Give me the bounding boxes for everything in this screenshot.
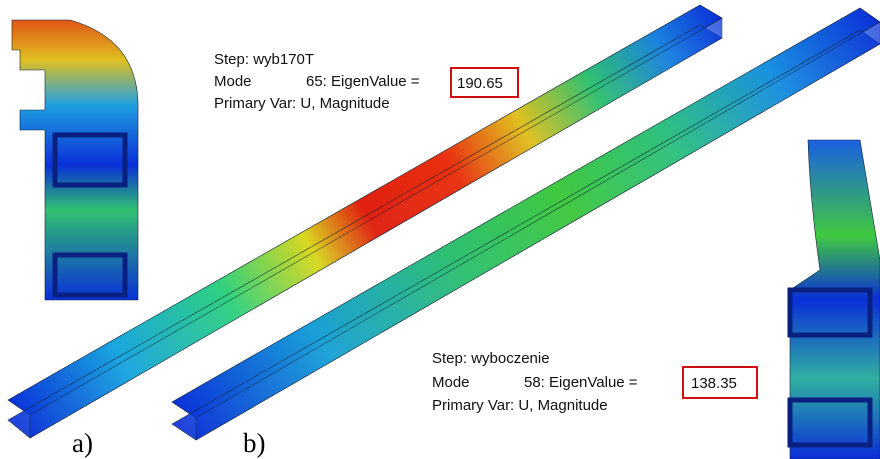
step: Step: wyb170T	[214, 51, 314, 68]
profile-a	[11, 19, 139, 301]
eigen-label: 65: EigenValue =	[306, 73, 420, 90]
info-b: Step: wyboczenie Mode 58: EigenValue = 1…	[432, 350, 758, 414]
primary-var: Primary Var: U, Magnitude	[214, 95, 390, 112]
primary-var: Primary Var: U, Magnitude	[432, 397, 608, 414]
beam-b	[171, 7, 880, 441]
profile-b	[787, 139, 880, 459]
panel-label: b)	[243, 428, 266, 458]
panel-label: a)	[72, 428, 93, 458]
mode: Mode	[214, 73, 252, 90]
mode: Mode	[432, 374, 470, 391]
highlight-box	[682, 366, 758, 399]
eigen-value: 190.65	[457, 75, 503, 92]
eigen-value: 138.35	[691, 375, 737, 392]
step: Step: wyboczenie	[432, 350, 550, 367]
info-a: Step: wyb170T Mode 65: EigenValue = 190.…	[214, 51, 519, 112]
highlight-box	[450, 67, 519, 98]
eigen-label: 58: EigenValue =	[524, 374, 638, 391]
beam-a	[7, 4, 723, 439]
